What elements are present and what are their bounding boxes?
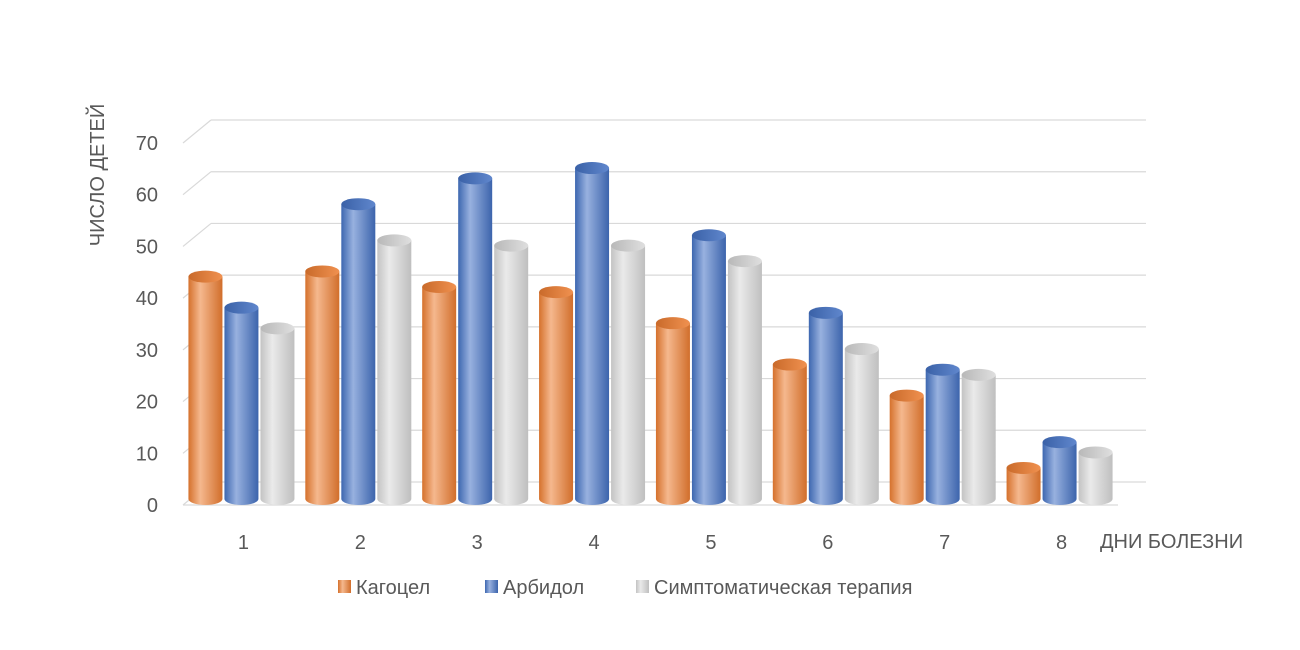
x-tick-label: 4 — [589, 532, 600, 554]
bar-symptomatic-day-6 — [844, 343, 879, 506]
bar-kagocel-day-8 — [1006, 461, 1041, 506]
bar-kagocel-day-5 — [655, 317, 690, 506]
x-tick-label: 7 — [939, 532, 950, 554]
legend-item: Арбидол — [485, 577, 584, 599]
y-tick-label: 10 — [136, 443, 158, 465]
legend-swatch — [338, 580, 351, 593]
bar-kagocel-day-7 — [889, 389, 924, 506]
legend: Кагоцел Арбидол Симптоматическая терапия — [338, 577, 912, 599]
y-axis-title: ЧИСЛО ДЕТЕЙ — [85, 104, 109, 247]
legend-swatch — [636, 580, 649, 593]
x-tick-label: 6 — [822, 532, 833, 554]
bar-arbidol-day-3 — [458, 172, 493, 506]
y-tick-label: 0 — [147, 495, 158, 517]
x-tick-label: 5 — [705, 532, 716, 554]
bar-kagocel-day-2 — [305, 265, 340, 506]
bar-arbidol-day-7 — [925, 363, 960, 506]
gridline — [182, 171, 1146, 196]
x-axis-ticks: 1 2 3 4 5 6 7 8 — [238, 532, 1067, 554]
bar-arbidol-day-1 — [224, 301, 259, 506]
legend-label: Кагоцел — [356, 577, 430, 599]
bar-kagocel-day-4 — [539, 286, 574, 506]
y-tick-label: 30 — [136, 340, 158, 362]
bar-kagocel-day-6 — [772, 358, 807, 506]
y-tick-label: 40 — [136, 288, 158, 310]
x-axis-title: ДНИ БОЛЕЗНИ — [1100, 531, 1243, 553]
bar-arbidol-day-2 — [341, 198, 376, 506]
bar-symptomatic-day-7 — [961, 368, 996, 506]
y-tick-label: 20 — [136, 392, 158, 414]
x-tick-label: 1 — [238, 532, 249, 554]
legend-item: Симптоматическая терапия — [636, 577, 912, 599]
y-tick-label: 50 — [136, 236, 158, 258]
bars — [188, 162, 1113, 506]
x-tick-label: 2 — [355, 532, 366, 554]
bar-symptomatic-day-2 — [377, 234, 412, 506]
legend-label: Арбидол — [503, 577, 584, 599]
bar-kagocel-day-3 — [422, 280, 457, 506]
bar-symptomatic-day-3 — [494, 239, 529, 506]
y-tick-label: 60 — [136, 185, 158, 207]
legend-label: Симптоматическая терапия — [654, 577, 912, 599]
legend-swatch — [485, 580, 498, 593]
bar-arbidol-day-6 — [808, 306, 843, 506]
gridline — [182, 119, 1146, 144]
bar-arbidol-day-8 — [1042, 436, 1077, 506]
legend-item: Кагоцел — [338, 577, 430, 599]
bar-symptomatic-day-4 — [611, 239, 646, 506]
bar-arbidol-day-5 — [691, 229, 726, 506]
bar-symptomatic-day-5 — [727, 255, 762, 506]
bar-arbidol-day-4 — [575, 162, 610, 506]
x-tick-label: 3 — [472, 532, 483, 554]
x-tick-label: 8 — [1056, 532, 1067, 554]
bar-symptomatic-day-8 — [1078, 446, 1113, 506]
bar-kagocel-day-1 — [188, 270, 223, 506]
gridline — [182, 222, 1146, 247]
y-axis-ticks: 0 10 20 30 40 50 60 70 — [136, 133, 158, 517]
bar-symptomatic-day-1 — [260, 322, 295, 506]
y-tick-label: 70 — [136, 133, 158, 155]
